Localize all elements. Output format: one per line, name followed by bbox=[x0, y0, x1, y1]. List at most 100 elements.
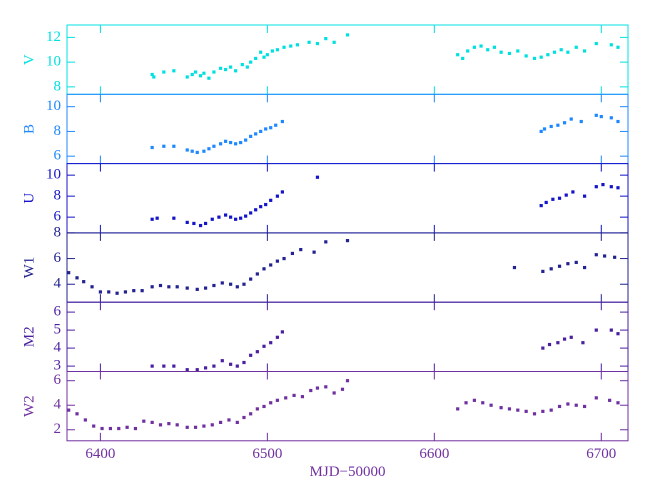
data-point bbox=[190, 72, 194, 77]
data-point bbox=[556, 341, 560, 345]
data-point bbox=[202, 71, 206, 75]
data-point bbox=[254, 132, 258, 136]
data-point bbox=[162, 70, 166, 74]
y-tick-label: 4 bbox=[54, 276, 62, 292]
data-point bbox=[280, 119, 284, 124]
data-point bbox=[203, 221, 208, 226]
data-point bbox=[299, 247, 303, 252]
y-tick-label: 8 bbox=[54, 123, 62, 139]
data-point bbox=[107, 290, 111, 294]
data-point bbox=[466, 49, 470, 53]
data-point bbox=[249, 60, 253, 64]
data-point bbox=[123, 290, 128, 294]
data-point bbox=[239, 140, 243, 145]
data-point bbox=[541, 409, 545, 413]
data-point bbox=[549, 408, 553, 412]
data-point bbox=[315, 386, 320, 390]
data-point bbox=[229, 65, 233, 69]
data-point bbox=[167, 285, 171, 289]
data-point bbox=[185, 286, 189, 290]
data-point bbox=[269, 341, 273, 345]
data-point bbox=[190, 149, 194, 153]
data-point bbox=[158, 423, 163, 427]
y-axis-label: B bbox=[21, 124, 37, 134]
data-point bbox=[255, 350, 259, 354]
data-point bbox=[242, 282, 246, 286]
data-point bbox=[175, 285, 179, 289]
data-point bbox=[210, 217, 214, 221]
data-point bbox=[219, 142, 223, 146]
data-point bbox=[125, 425, 129, 429]
data-point bbox=[269, 401, 273, 405]
data-point bbox=[262, 344, 266, 348]
data-point bbox=[609, 43, 613, 47]
y-tick-label: 4 bbox=[54, 340, 62, 356]
data-point bbox=[262, 267, 266, 271]
data-point bbox=[207, 76, 211, 80]
data-point bbox=[274, 123, 278, 127]
data-point bbox=[532, 412, 537, 416]
data-point bbox=[207, 147, 211, 151]
data-point bbox=[507, 407, 512, 411]
data-point bbox=[172, 69, 176, 73]
data-point bbox=[275, 48, 279, 52]
data-point bbox=[244, 138, 248, 142]
data-point bbox=[566, 402, 570, 406]
data-point bbox=[100, 426, 104, 431]
data-point bbox=[594, 396, 598, 400]
data-point bbox=[309, 388, 313, 393]
data-point bbox=[224, 213, 228, 217]
data-point bbox=[324, 240, 328, 244]
y-axis-label: W1 bbox=[21, 257, 37, 279]
data-point bbox=[249, 353, 253, 357]
data-point bbox=[240, 63, 244, 67]
x-tick-label: 6700 bbox=[586, 446, 616, 462]
data-point bbox=[582, 265, 587, 270]
y-tick-label: 6 bbox=[54, 250, 62, 266]
data-point bbox=[594, 185, 598, 189]
data-point bbox=[83, 418, 87, 422]
data-point bbox=[220, 359, 224, 363]
y-axis-label: W2 bbox=[21, 395, 37, 417]
data-point bbox=[546, 53, 550, 57]
data-point bbox=[594, 113, 598, 117]
data-point bbox=[249, 277, 253, 281]
data-point bbox=[162, 364, 166, 368]
data-point bbox=[613, 255, 617, 259]
data-point bbox=[532, 56, 537, 61]
data-point bbox=[202, 424, 206, 428]
data-point bbox=[461, 56, 465, 61]
data-point bbox=[244, 214, 248, 218]
data-point bbox=[549, 267, 553, 271]
data-point bbox=[609, 116, 613, 120]
y-tick-label: 10 bbox=[46, 98, 61, 114]
data-point bbox=[234, 69, 238, 73]
data-point bbox=[539, 55, 543, 59]
data-point bbox=[269, 263, 273, 267]
data-point bbox=[259, 129, 263, 134]
data-point bbox=[259, 50, 263, 54]
data-point bbox=[98, 290, 102, 294]
data-point bbox=[345, 239, 350, 243]
data-point bbox=[185, 220, 189, 224]
data-point bbox=[198, 74, 203, 78]
y-tick-label: 8 bbox=[54, 188, 62, 204]
data-point bbox=[315, 41, 320, 46]
data-point bbox=[270, 49, 274, 53]
data-point bbox=[150, 145, 154, 150]
data-point bbox=[574, 260, 578, 265]
data-point bbox=[456, 407, 460, 411]
y-tick-label: 8 bbox=[54, 224, 62, 240]
data-point bbox=[269, 126, 273, 130]
data-point bbox=[345, 379, 350, 383]
data-point bbox=[67, 271, 71, 275]
data-point bbox=[82, 280, 86, 284]
data-point bbox=[472, 45, 476, 49]
data-point bbox=[75, 412, 79, 416]
data-point bbox=[609, 328, 613, 332]
data-point bbox=[557, 404, 562, 409]
y-axis-label: V bbox=[21, 54, 37, 65]
data-point bbox=[549, 124, 553, 129]
data-point bbox=[539, 204, 543, 208]
